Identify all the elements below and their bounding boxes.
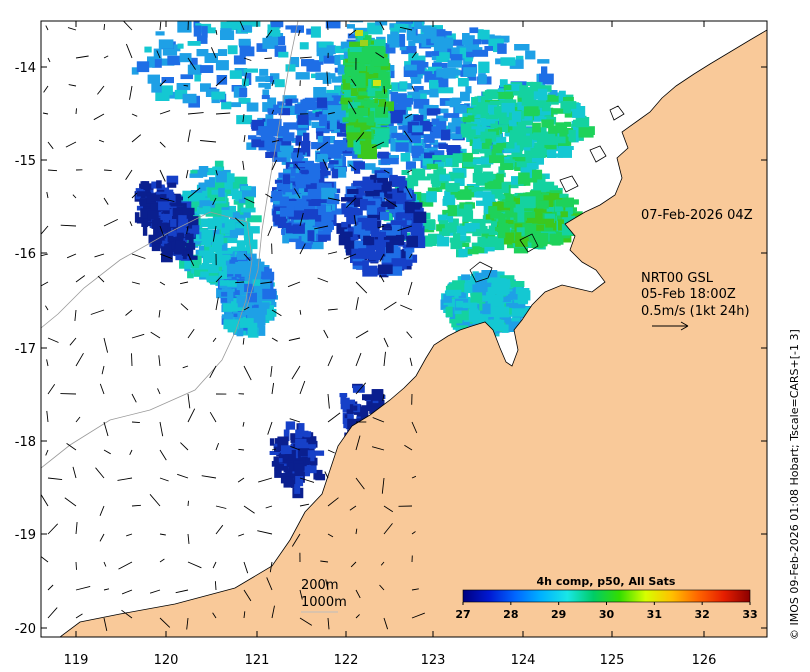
current-time-label: 05-Feb 18:00Z — [641, 287, 736, 302]
map-plot-area — [41, 21, 767, 637]
x-tick-label: 123 — [421, 653, 446, 668]
x-tick-label: 119 — [64, 653, 89, 668]
current-model-label: NRT00 GSL — [641, 271, 714, 286]
x-tick-label: 121 — [245, 653, 270, 668]
x-axis-longitude: 119 120 121 122 123 124 125 126 — [64, 21, 717, 668]
colorbar — [462, 589, 751, 603]
credit-text: © IMOS 09-Feb-2026 01:08 Hobart; Tscale=… — [788, 329, 801, 640]
x-tick-label: 124 — [511, 653, 536, 668]
coastline-islands — [469, 105, 625, 283]
contour-1000m-legend: 1000m — [301, 595, 347, 610]
colorbar-tick-label: 27 — [455, 608, 470, 621]
current-vectors — [41, 21, 425, 631]
land-mass — [59, 21, 767, 637]
colorbar-tick-label: 30 — [599, 608, 615, 621]
y-tick-label: -15 — [15, 154, 36, 169]
colorbar-tick-label: 29 — [551, 608, 566, 621]
contour-200m-legend: 200m — [301, 578, 338, 593]
analysis-time-label: 07-Feb-2026 04Z — [641, 208, 753, 223]
colorbar-title: 4h comp, p50, All Sats — [537, 575, 676, 588]
colorbar-tick-label: 32 — [695, 608, 710, 621]
y-tick-label: -17 — [15, 342, 36, 357]
colorbar-tick-label: 33 — [742, 608, 757, 621]
y-tick-label: -19 — [15, 528, 36, 543]
colorbar-tick-label: 28 — [503, 608, 518, 621]
colorbar-tick-label: 31 — [647, 608, 662, 621]
current-scale-label: 0.5m/s (1kt 24h) — [641, 304, 750, 319]
bathymetry-contour-200m — [245, 21, 299, 311]
bathymetry-contour-1000m — [41, 211, 253, 469]
plot-frame — [40, 20, 768, 638]
current-scale-arrowhead — [680, 321, 689, 331]
y-tick-label: -14 — [15, 61, 36, 76]
x-tick-label: 122 — [334, 653, 359, 668]
y-tick-label: -16 — [15, 247, 36, 262]
x-tick-label: 126 — [692, 653, 717, 668]
y-axis-latitude: -14 -15 -16 -17 -18 -19 -20 — [15, 61, 767, 637]
x-tick-label: 125 — [600, 653, 625, 668]
x-tick-label: 120 — [154, 653, 179, 668]
y-tick-label: -18 — [15, 435, 36, 450]
y-tick-label: -20 — [15, 622, 36, 637]
colorbar-labels: 27 28 29 30 31 32 33 — [455, 602, 758, 621]
